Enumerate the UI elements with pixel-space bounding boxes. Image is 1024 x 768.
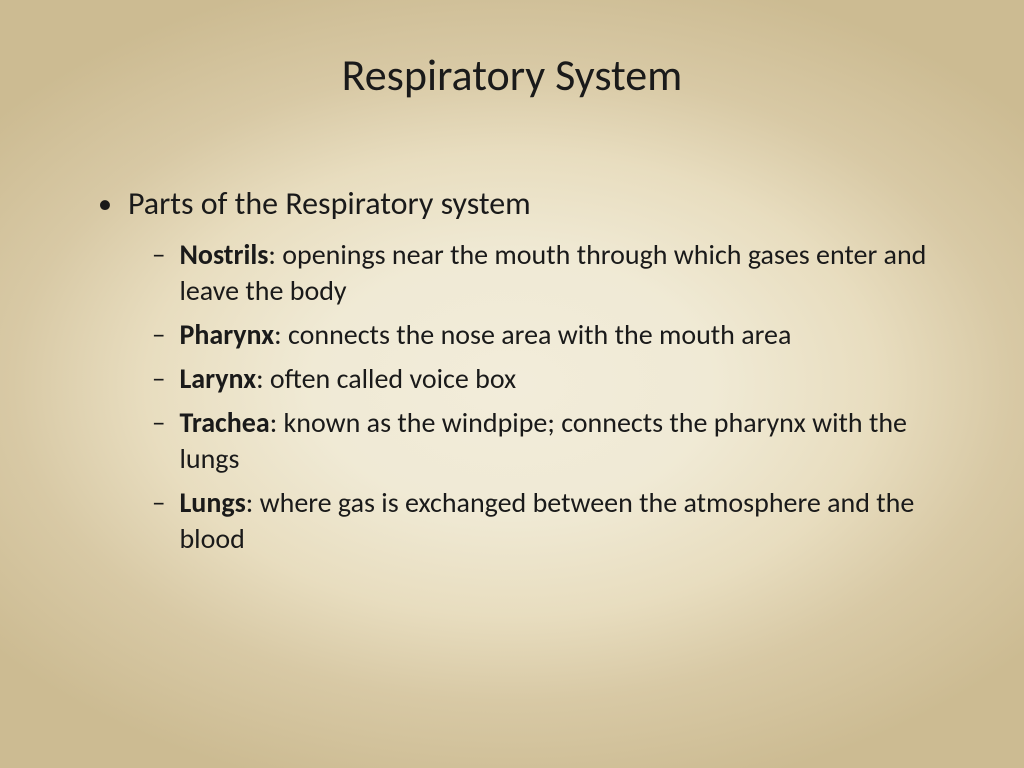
dash-icon: –	[152, 237, 165, 273]
term: Larynx	[179, 361, 256, 396]
dash-icon: –	[152, 361, 165, 397]
list-item: – Larynx: often called voice box	[152, 361, 964, 397]
definition: : openings near the mouth through which …	[179, 237, 926, 308]
main-bullet: • Parts of the Respiratory system	[80, 185, 964, 223]
definition: : connects the nose area with the mouth …	[274, 317, 791, 352]
slide-content: • Parts of the Respiratory system – Nost…	[80, 185, 964, 565]
dash-icon: –	[152, 485, 165, 521]
sub-bullet-text: Trachea: known as the windpipe; connects…	[179, 405, 964, 477]
dash-icon: –	[152, 405, 165, 441]
bullet-icon: •	[98, 185, 112, 223]
list-item: – Pharynx: connects the nose area with t…	[152, 317, 964, 353]
presentation-slide: Respiratory System • Parts of the Respir…	[0, 0, 1024, 768]
list-item: – Trachea: known as the windpipe; connec…	[152, 405, 964, 477]
definition: : often called voice box	[256, 361, 516, 396]
sub-bullet-text: Pharynx: connects the nose area with the…	[179, 317, 791, 353]
sub-bullet-text: Lungs: where gas is exchanged between th…	[179, 485, 964, 557]
main-bullet-text: Parts of the Respiratory system	[128, 185, 531, 223]
sub-bullet-text: Nostrils: openings near the mouth throug…	[179, 237, 964, 309]
list-item: – Lungs: where gas is exchanged between …	[152, 485, 964, 557]
term: Pharynx	[179, 317, 274, 352]
slide-title: Respiratory System	[0, 48, 1024, 102]
sub-bullet-text: Larynx: often called voice box	[179, 361, 516, 397]
term: Trachea	[179, 405, 269, 440]
term: Nostrils	[179, 237, 268, 272]
list-item: – Nostrils: openings near the mouth thro…	[152, 237, 964, 309]
term: Lungs	[179, 485, 245, 520]
definition: : known as the windpipe; connects the ph…	[179, 405, 907, 476]
dash-icon: –	[152, 317, 165, 353]
definition: : where gas is exchanged between the atm…	[179, 485, 914, 556]
